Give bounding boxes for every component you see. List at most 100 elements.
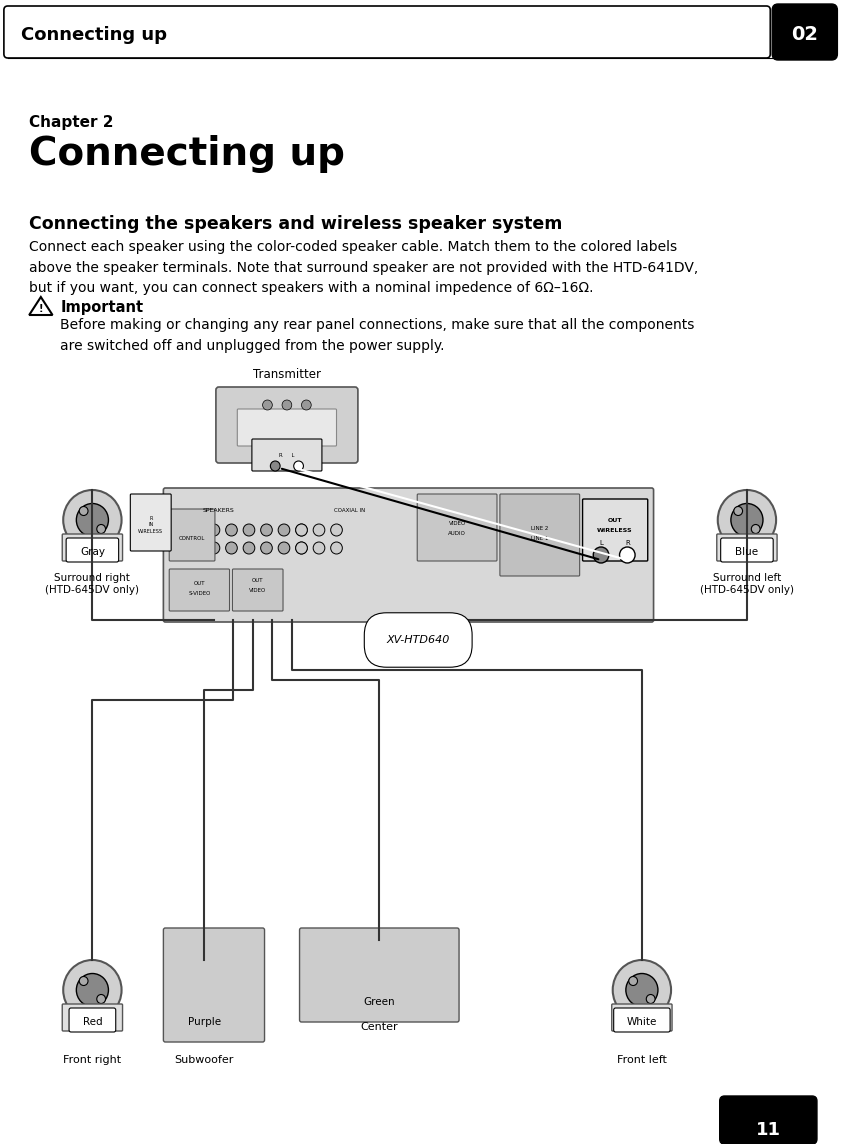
Text: Surround right
(HTD-645DV only): Surround right (HTD-645DV only) [46, 573, 140, 595]
Text: !: ! [39, 304, 43, 313]
FancyBboxPatch shape [169, 509, 215, 561]
Text: Gray: Gray [80, 547, 105, 557]
Text: 11: 11 [756, 1121, 781, 1139]
Text: OUT: OUT [608, 518, 622, 523]
Circle shape [76, 503, 109, 537]
Text: Chapter 2: Chapter 2 [29, 116, 114, 130]
Circle shape [301, 400, 312, 410]
Circle shape [296, 524, 307, 537]
FancyBboxPatch shape [252, 439, 322, 471]
FancyBboxPatch shape [175, 1008, 232, 1032]
Text: R     L: R L [279, 453, 294, 458]
FancyBboxPatch shape [721, 538, 773, 562]
Text: Green: Green [363, 998, 395, 1007]
Text: CONTROL: CONTROL [179, 537, 205, 541]
Circle shape [243, 524, 255, 537]
FancyBboxPatch shape [299, 928, 459, 1022]
Text: Front right: Front right [63, 1055, 122, 1065]
Text: AUDIO: AUDIO [448, 531, 466, 537]
Circle shape [76, 974, 109, 1007]
Circle shape [188, 974, 220, 1007]
FancyBboxPatch shape [500, 494, 580, 575]
Circle shape [208, 542, 220, 554]
Circle shape [350, 940, 408, 1000]
Text: 02: 02 [791, 25, 818, 45]
Circle shape [313, 542, 324, 554]
Circle shape [626, 974, 658, 1007]
Text: Connect each speaker using the color-coded speaker cable. Match them to the colo: Connect each speaker using the color-cod… [29, 240, 698, 295]
Circle shape [331, 524, 343, 537]
Circle shape [293, 461, 304, 471]
Circle shape [79, 507, 88, 516]
Text: OUT: OUT [193, 581, 205, 586]
Circle shape [261, 542, 273, 554]
Circle shape [208, 524, 220, 537]
Circle shape [331, 542, 343, 554]
Text: S-VIDEO: S-VIDEO [188, 591, 211, 596]
Polygon shape [29, 297, 53, 315]
FancyBboxPatch shape [130, 494, 171, 551]
Circle shape [63, 960, 122, 1020]
Circle shape [734, 507, 742, 516]
FancyBboxPatch shape [772, 3, 837, 59]
Circle shape [296, 524, 307, 537]
Text: Connecting up: Connecting up [22, 26, 167, 43]
Circle shape [718, 490, 776, 550]
Circle shape [278, 542, 290, 554]
Circle shape [366, 956, 375, 966]
FancyBboxPatch shape [417, 494, 497, 561]
FancyBboxPatch shape [163, 928, 265, 1042]
Text: Connecting the speakers and wireless speaker system: Connecting the speakers and wireless spe… [29, 215, 563, 233]
Text: R
IN
WIRELESS: R IN WIRELESS [138, 516, 163, 534]
Circle shape [225, 524, 237, 537]
Text: Before making or changing any rear panel connections, make sure that all the com: Before making or changing any rear panel… [60, 318, 695, 352]
Circle shape [175, 960, 233, 1020]
Circle shape [731, 503, 763, 537]
Circle shape [225, 542, 237, 554]
FancyBboxPatch shape [583, 499, 648, 561]
Text: OUT: OUT [252, 578, 263, 583]
Text: Important: Important [60, 300, 143, 315]
Circle shape [63, 490, 122, 550]
Circle shape [243, 542, 255, 554]
Text: Purple: Purple [187, 1017, 221, 1027]
Text: VIDEO: VIDEO [249, 588, 267, 593]
FancyBboxPatch shape [717, 534, 777, 561]
FancyBboxPatch shape [62, 534, 123, 561]
Text: WIRELESS: WIRELESS [597, 529, 633, 533]
Circle shape [629, 977, 638, 985]
Text: Center: Center [361, 1022, 398, 1032]
Circle shape [384, 975, 393, 984]
Text: L: L [599, 540, 603, 546]
FancyBboxPatch shape [66, 538, 118, 562]
FancyBboxPatch shape [350, 988, 407, 1012]
FancyBboxPatch shape [4, 6, 771, 58]
FancyBboxPatch shape [163, 488, 653, 622]
Circle shape [752, 524, 760, 533]
FancyBboxPatch shape [216, 387, 358, 463]
Circle shape [209, 994, 217, 1003]
FancyBboxPatch shape [350, 984, 409, 1011]
Text: Connecting up: Connecting up [29, 135, 345, 173]
Circle shape [620, 547, 635, 563]
Text: Blue: Blue [735, 547, 759, 557]
FancyBboxPatch shape [720, 1096, 817, 1144]
Circle shape [262, 400, 273, 410]
FancyBboxPatch shape [232, 569, 283, 611]
Text: LINE 1: LINE 1 [531, 537, 549, 541]
Text: Surround left
(HTD-645DV only): Surround left (HTD-645DV only) [700, 573, 794, 595]
Circle shape [261, 524, 273, 537]
Text: R: R [625, 540, 630, 546]
Text: Transmitter: Transmitter [253, 368, 321, 381]
Circle shape [296, 542, 307, 554]
Text: VIDEO: VIDEO [449, 521, 466, 526]
Circle shape [97, 524, 105, 533]
Circle shape [646, 994, 655, 1003]
Circle shape [296, 542, 307, 554]
Circle shape [363, 953, 395, 986]
Circle shape [613, 960, 671, 1020]
Circle shape [270, 461, 280, 471]
Text: LINE 2: LINE 2 [531, 526, 549, 531]
Circle shape [278, 524, 290, 537]
Text: SPEAKERS: SPEAKERS [203, 508, 235, 513]
